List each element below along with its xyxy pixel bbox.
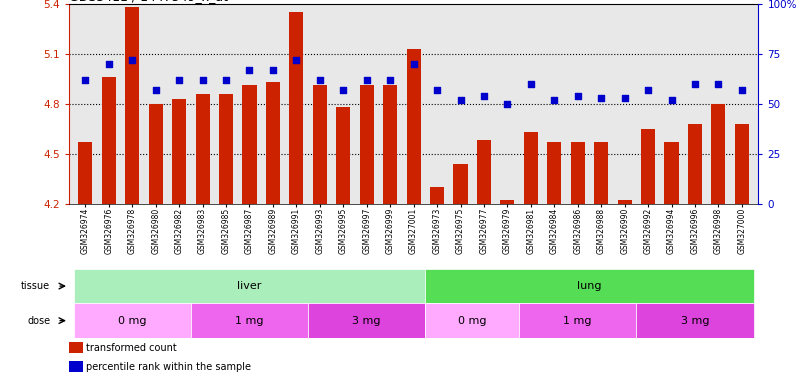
Point: [79, 77, 92, 83]
Point: [431, 87, 444, 93]
Bar: [74, 269, 425, 303]
Bar: [477, 140, 491, 204]
Point: [665, 97, 678, 103]
Bar: [735, 124, 749, 204]
Bar: [308, 303, 425, 338]
Bar: [430, 187, 444, 204]
Text: liver: liver: [238, 281, 262, 291]
Point: [571, 93, 584, 99]
Point: [102, 61, 115, 67]
Point: [525, 81, 538, 87]
Text: tissue: tissue: [21, 281, 50, 291]
Bar: [74, 303, 191, 338]
Point: [149, 87, 162, 93]
Point: [407, 61, 420, 67]
Bar: [524, 132, 538, 204]
Text: dose: dose: [27, 316, 50, 326]
Point: [267, 67, 280, 73]
Point: [290, 57, 303, 63]
Text: GDS3411 / 1447549_x_at: GDS3411 / 1447549_x_at: [69, 0, 228, 3]
Bar: [453, 164, 467, 204]
Bar: [711, 104, 726, 204]
Text: lung: lung: [577, 281, 602, 291]
Bar: [406, 49, 421, 204]
Point: [454, 97, 467, 103]
Text: 3 mg: 3 mg: [353, 316, 381, 326]
Bar: [360, 85, 374, 204]
Point: [547, 97, 560, 103]
Bar: [313, 85, 327, 204]
Point: [313, 77, 326, 83]
Text: 0 mg: 0 mg: [118, 316, 147, 326]
Bar: [191, 303, 308, 338]
Bar: [618, 200, 632, 204]
Point: [220, 77, 233, 83]
Bar: [383, 85, 397, 204]
Point: [736, 87, 749, 93]
Point: [594, 94, 607, 101]
Bar: [290, 12, 303, 204]
Point: [337, 87, 350, 93]
Bar: [688, 124, 702, 204]
Bar: [172, 99, 187, 204]
Point: [478, 93, 491, 99]
Point: [642, 87, 654, 93]
Text: 1 mg: 1 mg: [564, 316, 592, 326]
Point: [384, 77, 397, 83]
Bar: [425, 303, 519, 338]
Bar: [641, 129, 655, 204]
Bar: [519, 303, 637, 338]
Point: [712, 81, 725, 87]
Bar: [69, 342, 83, 353]
Bar: [69, 361, 83, 372]
Text: 1 mg: 1 mg: [235, 316, 264, 326]
Point: [360, 77, 373, 83]
Bar: [219, 94, 233, 204]
Bar: [148, 104, 163, 204]
Bar: [125, 7, 139, 204]
Bar: [79, 142, 92, 204]
Point: [173, 77, 186, 83]
Point: [618, 94, 631, 101]
Bar: [637, 303, 753, 338]
Text: 3 mg: 3 mg: [680, 316, 710, 326]
Bar: [500, 200, 514, 204]
Text: 0 mg: 0 mg: [458, 316, 487, 326]
Bar: [425, 269, 753, 303]
Bar: [664, 142, 679, 204]
Bar: [594, 142, 608, 204]
Bar: [337, 107, 350, 204]
Bar: [195, 94, 209, 204]
Bar: [571, 142, 585, 204]
Bar: [101, 77, 116, 204]
Bar: [242, 85, 256, 204]
Point: [689, 81, 702, 87]
Bar: [547, 142, 561, 204]
Point: [196, 77, 209, 83]
Point: [126, 57, 139, 63]
Text: percentile rank within the sample: percentile rank within the sample: [86, 362, 251, 372]
Point: [501, 101, 514, 107]
Point: [243, 67, 256, 73]
Text: transformed count: transformed count: [86, 343, 177, 353]
Bar: [266, 82, 280, 204]
